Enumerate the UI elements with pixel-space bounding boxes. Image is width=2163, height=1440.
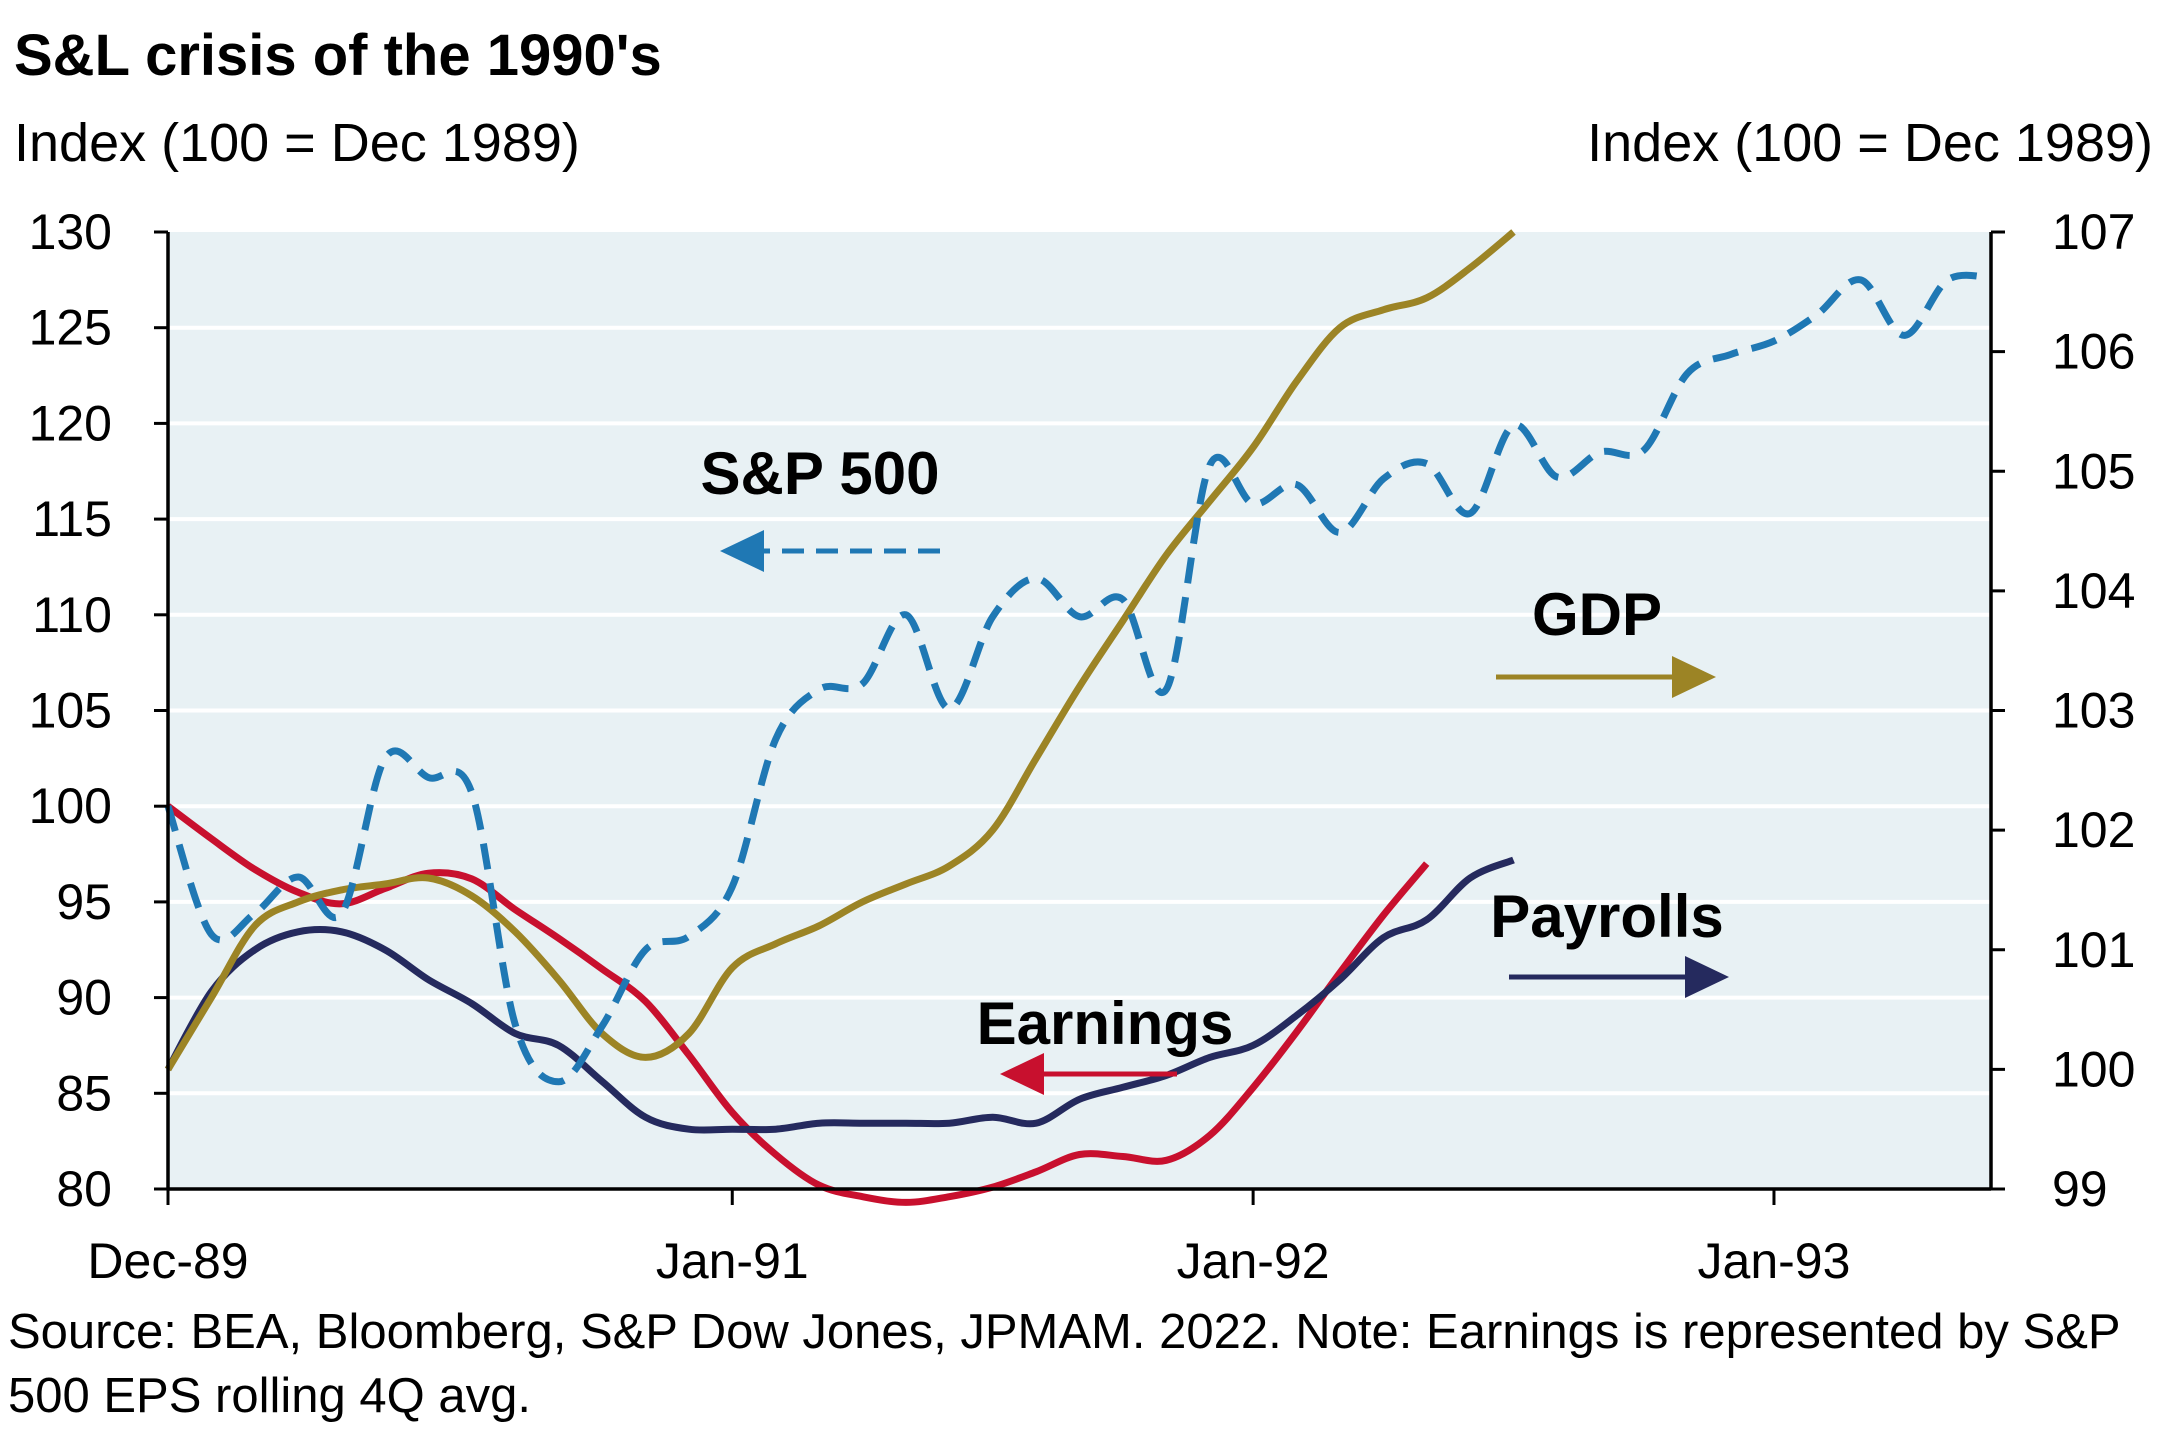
left-tick-label: 105 xyxy=(29,683,112,739)
annotation-label-s-p-500: S&P 500 xyxy=(700,440,939,507)
left-tick-label: 115 xyxy=(32,491,112,547)
left-tick-label: 85 xyxy=(56,1065,112,1121)
left-tick-label: 130 xyxy=(29,204,112,260)
annotation-arrow-head xyxy=(1000,1053,1044,1095)
grid-lines xyxy=(168,325,1991,1096)
left-tick-label: 95 xyxy=(56,874,112,930)
right-tick-label: 106 xyxy=(2052,324,2135,380)
x-tick-label: Jan-92 xyxy=(1177,1233,1330,1289)
left-tick-label: 100 xyxy=(29,778,112,834)
x-tick-label: Dec-89 xyxy=(87,1233,248,1289)
chart-title: S&L crisis of the 1990's xyxy=(14,23,662,88)
left-tick-label: 80 xyxy=(56,1161,112,1217)
left-axis-label: Index (100 = Dec 1989) xyxy=(14,113,580,173)
series-line-s-p-500 xyxy=(164,271,1992,1086)
axes xyxy=(154,230,2005,1205)
annotations: S&P 500 GDP Payrolls Earnings xyxy=(700,440,1729,1095)
x-tick-label: Jan-93 xyxy=(1698,1233,1851,1289)
right-tick-label: 100 xyxy=(2052,1041,2135,1097)
annotation-label-gdp: GDP xyxy=(1532,581,1662,648)
x-tick-label: Jan-91 xyxy=(656,1233,809,1289)
tick-labels: 130 125 120 115 110 105 100 95 90 85 80 107 106 105 10… xyxy=(29,204,2136,1289)
left-tick-label: 110 xyxy=(32,587,112,643)
left-tick-label: 90 xyxy=(56,970,112,1026)
chart-area: 130 125 120 115 110 105 100 95 90 85 80 107 106 105 10… xyxy=(29,204,2136,1289)
series-line-earnings xyxy=(165,803,1430,1206)
right-tick-label: 103 xyxy=(2052,683,2135,739)
right-tick-label: 102 xyxy=(2052,802,2135,858)
annotation-label-earnings: Earnings xyxy=(977,990,1234,1057)
left-tick-label: 120 xyxy=(29,395,112,451)
series-line-gdp xyxy=(164,229,1516,1072)
right-tick-label: 101 xyxy=(2052,922,2135,978)
right-axis-label: Index (100 = Dec 1989) xyxy=(1587,113,2153,173)
series-line-payrolls xyxy=(164,856,1515,1134)
annotation-label-payrolls: Payrolls xyxy=(1490,883,1723,950)
annotation-arrow-head xyxy=(1685,956,1729,998)
right-tick-label: 104 xyxy=(2052,563,2135,619)
right-tick-label: 99 xyxy=(2052,1161,2108,1217)
right-tick-label: 107 xyxy=(2052,204,2135,260)
right-tick-label: 105 xyxy=(2052,443,2135,499)
annotation-arrow-head xyxy=(720,530,764,572)
source-note: Source: BEA, Bloomberg, S&P Dow Jones, J… xyxy=(8,1305,2120,1423)
annotation-arrow-head xyxy=(1672,656,1716,698)
series-lines xyxy=(164,229,1992,1206)
left-tick-label: 125 xyxy=(29,300,112,356)
